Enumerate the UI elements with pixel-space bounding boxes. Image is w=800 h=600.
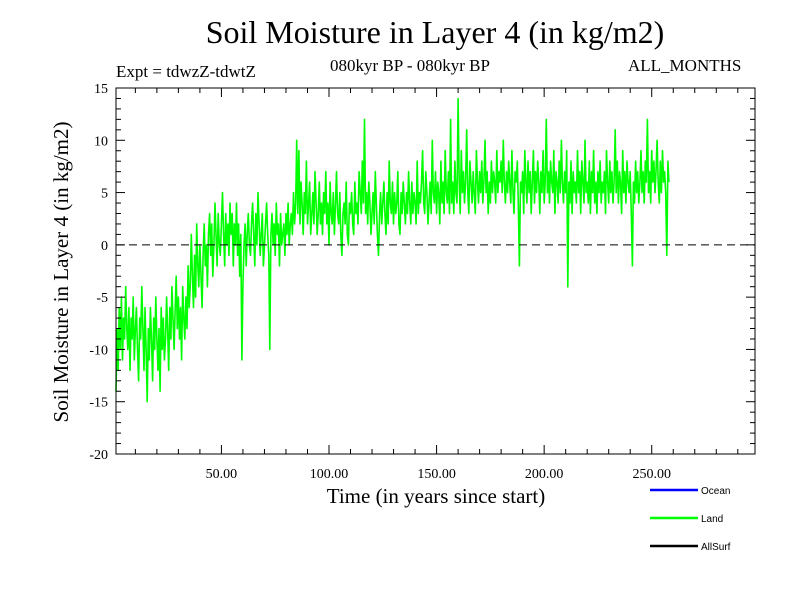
- y-tick-label: 0: [101, 239, 108, 254]
- plot-area: [115, 87, 756, 455]
- y-tick-label: 15: [94, 82, 108, 97]
- x-tick-label: 150.00: [417, 467, 456, 482]
- legend-label: Land: [701, 514, 723, 525]
- experiment-label: Expt = tdwzZ-tdwtZ: [116, 62, 256, 81]
- x-tick-label: 250.00: [632, 467, 671, 482]
- x-axis-title: Time (in years since start): [327, 484, 546, 508]
- x-tick-label: 100.00: [310, 467, 349, 482]
- y-tick-label: -5: [96, 291, 108, 306]
- legend: Ocean Land AllSurf: [650, 486, 731, 553]
- y-tick-label: -20: [89, 448, 108, 463]
- y-tick-label: 5: [101, 187, 108, 202]
- months-label: ALL_MONTHS: [628, 56, 742, 75]
- x-axis: 50.00 100.00 150.00 200.00 250.00: [134, 88, 739, 482]
- period-label: 080kyr BP - 080kyr BP: [330, 56, 490, 75]
- legend-label: AllSurf: [701, 542, 731, 553]
- y-tick-label: -15: [89, 396, 108, 411]
- series-line-land: [115, 97, 670, 403]
- y-tick-label: 10: [94, 134, 108, 149]
- y-axis: -20 -15 -10 -5 0 5 10 15: [89, 82, 755, 463]
- plot-frame: [115, 87, 756, 455]
- x-tick-label: 200.00: [525, 467, 564, 482]
- y-tick-label: -10: [89, 343, 108, 358]
- chart-title: Soil Moisture in Layer 4 (in kg/m2): [205, 14, 665, 50]
- legend-label: Ocean: [701, 486, 730, 497]
- y-axis-title: Soil Moisture in Layer 4 (in kg/m2): [49, 122, 73, 423]
- x-tick-label: 50.00: [206, 467, 238, 482]
